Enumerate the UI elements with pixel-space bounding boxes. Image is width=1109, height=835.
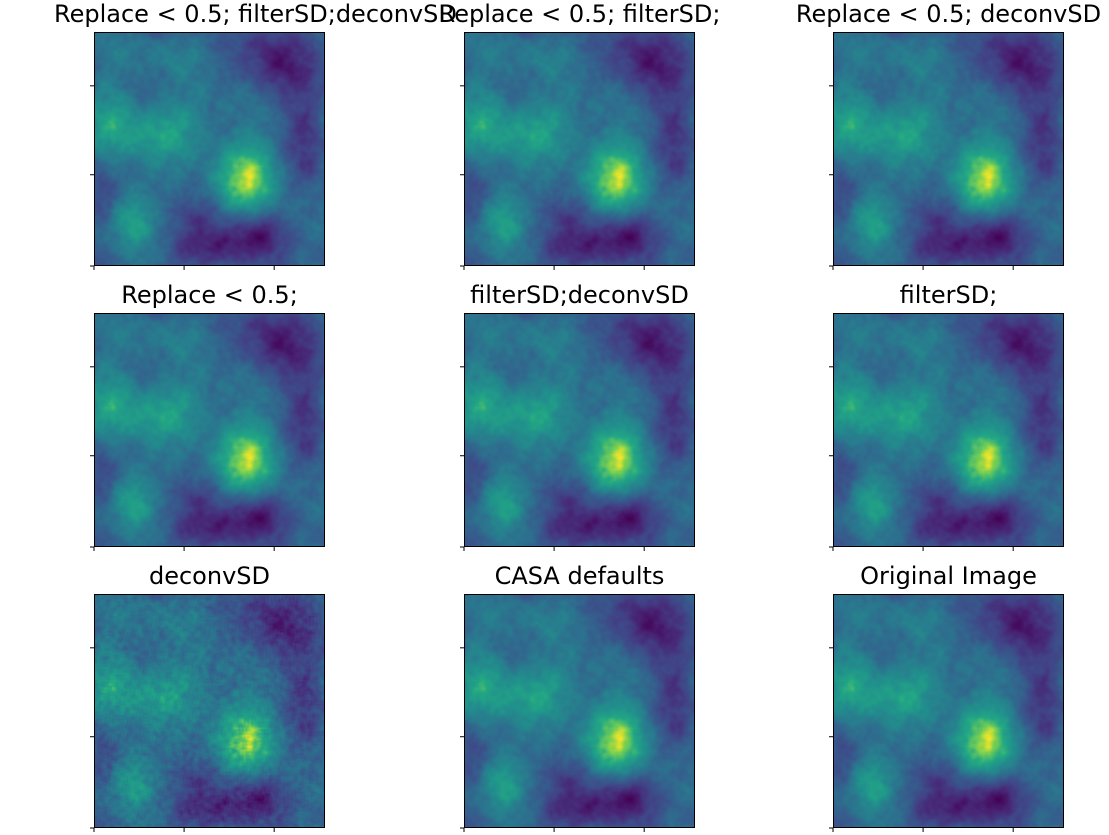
panel-title: Original Image [860, 562, 1037, 590]
panel-title: filterSD;deconvSD [470, 281, 689, 309]
panel-title: CASA defaults [494, 562, 665, 590]
axes-frame [464, 32, 695, 266]
axes-frame [94, 32, 325, 266]
heatmap-axes [460, 313, 695, 551]
axes-frame [833, 594, 1064, 828]
subplot-6: filterSD; [829, 281, 1064, 551]
heatmap-image [94, 313, 325, 547]
heatmap-image [833, 313, 1064, 547]
heatmap-axes [90, 594, 325, 832]
panel-title: Replace < 0.5; deconvSD [795, 0, 1102, 28]
heatmap-axes [90, 32, 325, 270]
axes-frame [833, 313, 1064, 547]
axes-frame [833, 32, 1064, 266]
heatmap-axes [460, 594, 695, 832]
heatmap-axes [460, 32, 695, 270]
panel-title: Replace < 0.5; filterSD;deconvSD [54, 0, 457, 28]
heatmap-axes [829, 594, 1064, 832]
subplot-2: Replace < 0.5; filterSD; [439, 0, 720, 270]
subplot-7: deconvSD [90, 562, 325, 832]
heatmap-image [833, 32, 1064, 266]
axes-frame [464, 313, 695, 547]
subplot-8: CASA defaults [460, 562, 695, 832]
axes-frame [94, 594, 325, 828]
subplot-4: Replace < 0.5; [90, 281, 325, 551]
heatmap-image [464, 313, 695, 547]
heatmap-axes [90, 313, 325, 551]
subplot-1: Replace < 0.5; filterSD;deconvSD [54, 0, 457, 270]
panel-title: Replace < 0.5; [121, 281, 298, 309]
subplot-5: filterSD;deconvSD [460, 281, 695, 551]
panel-title: filterSD; [899, 281, 998, 309]
heatmap-axes [829, 32, 1064, 270]
heatmap-image [833, 594, 1064, 828]
axes-frame [464, 594, 695, 828]
heatmap-image [464, 594, 695, 828]
heatmap-image [94, 594, 325, 828]
subplot-3: Replace < 0.5; deconvSD [796, 0, 1101, 270]
axes-frame [94, 313, 325, 547]
subplot-9: Original Image [829, 562, 1064, 832]
panel-title: Replace < 0.5; filterSD; [438, 0, 721, 28]
panel-title: deconvSD [148, 562, 270, 590]
heatmap-axes [829, 313, 1064, 551]
heatmap-image [94, 32, 325, 266]
heatmap-image [464, 32, 695, 266]
